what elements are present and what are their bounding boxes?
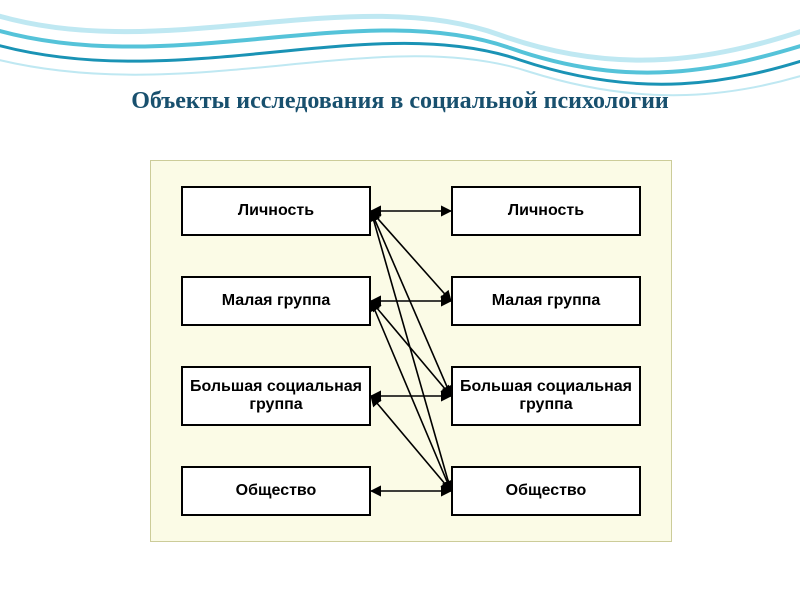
node-personality-left: Личность bbox=[181, 186, 371, 236]
node-small-group-right: Малая группа bbox=[451, 276, 641, 326]
node-personality-right: Личность bbox=[451, 186, 641, 236]
node-label: Большая социальная группа bbox=[457, 378, 635, 415]
node-large-group-left: Большая социальная группа bbox=[181, 366, 371, 426]
diagram-container: Личность Личность Малая группа Малая гру… bbox=[150, 160, 672, 542]
node-label: Общество bbox=[506, 482, 587, 500]
node-label: Малая группа bbox=[222, 292, 331, 310]
edge-arrow bbox=[371, 211, 451, 301]
node-label: Большая социальная группа bbox=[187, 378, 365, 415]
edge-arrow bbox=[371, 211, 451, 396]
node-label: Личность bbox=[508, 202, 584, 220]
node-label: Малая группа bbox=[492, 292, 601, 310]
node-society-right: Общество bbox=[451, 466, 641, 516]
node-label: Общество bbox=[236, 482, 317, 500]
edge-arrow bbox=[371, 396, 451, 491]
node-label: Личность bbox=[238, 202, 314, 220]
page-title: Объекты исследования в социальной психол… bbox=[0, 88, 800, 115]
node-small-group-left: Малая группа bbox=[181, 276, 371, 326]
node-society-left: Общество bbox=[181, 466, 371, 516]
edge-arrow bbox=[371, 301, 451, 396]
edge-arrow bbox=[371, 211, 451, 491]
node-large-group-right: Большая социальная группа bbox=[451, 366, 641, 426]
edge-arrow bbox=[371, 301, 451, 491]
